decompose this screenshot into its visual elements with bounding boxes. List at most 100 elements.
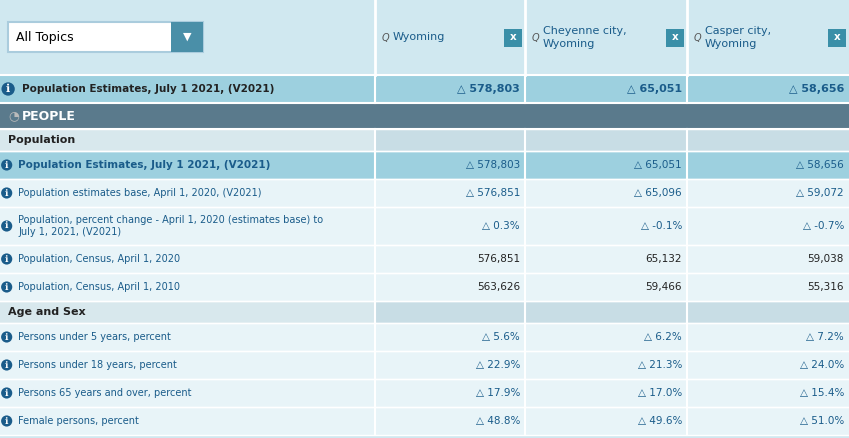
- Bar: [687, 407, 849, 435]
- Bar: [375, 301, 525, 323]
- Text: △ 65,096: △ 65,096: [634, 188, 682, 198]
- Bar: [525, 75, 687, 103]
- Text: x: x: [834, 32, 841, 42]
- Text: Q: Q: [694, 32, 701, 42]
- Text: △ -0.1%: △ -0.1%: [641, 221, 682, 231]
- Bar: [525, 0, 687, 75]
- Text: Casper city,
Wyoming: Casper city, Wyoming: [705, 26, 771, 49]
- Text: 55,316: 55,316: [807, 282, 844, 292]
- Text: Q: Q: [532, 32, 540, 42]
- Text: △ 7.2%: △ 7.2%: [807, 332, 844, 342]
- Bar: [687, 379, 849, 407]
- Bar: [525, 245, 687, 273]
- Bar: [525, 351, 687, 379]
- Bar: [687, 273, 849, 301]
- Bar: [0, 0, 849, 75]
- Bar: [687, 323, 849, 351]
- Text: Age and Sex: Age and Sex: [8, 307, 86, 317]
- Bar: [0, 379, 375, 407]
- Text: ℹ: ℹ: [5, 222, 8, 230]
- Text: x: x: [509, 32, 516, 42]
- Bar: [687, 207, 849, 245]
- Bar: [525, 379, 687, 407]
- Text: △ 576,851: △ 576,851: [465, 188, 520, 198]
- Text: ℹ: ℹ: [5, 360, 8, 370]
- Text: ◔: ◔: [8, 110, 19, 123]
- Text: △ 17.0%: △ 17.0%: [638, 388, 682, 398]
- Text: △ 5.6%: △ 5.6%: [482, 332, 520, 342]
- Text: PEOPLE: PEOPLE: [22, 110, 76, 123]
- Bar: [0, 207, 375, 245]
- Text: ℹ: ℹ: [5, 332, 8, 342]
- Text: Population, percent change - April 1, 2020 (estimates base) to
July 1, 2021, (V2: Population, percent change - April 1, 20…: [18, 215, 323, 237]
- Bar: [504, 28, 522, 46]
- Text: △ 48.8%: △ 48.8%: [475, 416, 520, 426]
- Bar: [375, 273, 525, 301]
- Bar: [0, 103, 849, 129]
- Bar: [687, 245, 849, 273]
- Text: △ 51.0%: △ 51.0%: [800, 416, 844, 426]
- Text: △ 6.2%: △ 6.2%: [644, 332, 682, 342]
- Bar: [375, 151, 525, 179]
- Bar: [375, 0, 525, 75]
- Bar: [687, 0, 849, 75]
- Text: x: x: [672, 32, 678, 42]
- Text: △ 65,051: △ 65,051: [627, 84, 682, 94]
- Bar: [525, 129, 687, 151]
- Bar: [0, 151, 375, 179]
- Bar: [0, 301, 375, 323]
- Bar: [687, 179, 849, 207]
- Text: Population Estimates, July 1 2021, (V2021): Population Estimates, July 1 2021, (V202…: [18, 160, 270, 170]
- Text: Population Estimates, July 1 2021, (V2021): Population Estimates, July 1 2021, (V202…: [22, 84, 274, 94]
- Text: Wyoming: Wyoming: [393, 32, 446, 42]
- Text: 59,038: 59,038: [807, 254, 844, 264]
- Text: Female persons, percent: Female persons, percent: [18, 416, 139, 426]
- Text: △ 578,803: △ 578,803: [458, 84, 520, 94]
- Text: 576,851: 576,851: [477, 254, 520, 264]
- Bar: [525, 301, 687, 323]
- Text: 65,132: 65,132: [645, 254, 682, 264]
- Text: ℹ: ℹ: [6, 84, 10, 94]
- Text: ℹ: ℹ: [5, 254, 8, 264]
- Text: ▼: ▼: [183, 32, 191, 42]
- Bar: [687, 351, 849, 379]
- Text: △ 0.3%: △ 0.3%: [482, 221, 520, 231]
- Bar: [0, 323, 375, 351]
- Text: △ 578,803: △ 578,803: [466, 160, 520, 170]
- Bar: [687, 151, 849, 179]
- Text: △ 24.0%: △ 24.0%: [800, 360, 844, 370]
- Bar: [666, 28, 684, 46]
- Text: △ 15.4%: △ 15.4%: [800, 388, 844, 398]
- Text: Q: Q: [382, 32, 390, 42]
- Text: Population, Census, April 1, 2020: Population, Census, April 1, 2020: [18, 254, 180, 264]
- Bar: [525, 273, 687, 301]
- Bar: [375, 407, 525, 435]
- Bar: [375, 207, 525, 245]
- Text: △ 17.9%: △ 17.9%: [475, 388, 520, 398]
- Bar: [0, 351, 375, 379]
- Text: Population, Census, April 1, 2010: Population, Census, April 1, 2010: [18, 282, 180, 292]
- Bar: [525, 207, 687, 245]
- Bar: [0, 245, 375, 273]
- Text: 563,626: 563,626: [477, 282, 520, 292]
- Bar: [525, 323, 687, 351]
- Text: ℹ: ℹ: [5, 283, 8, 292]
- Text: △ 58,656: △ 58,656: [796, 160, 844, 170]
- Text: △ 58,656: △ 58,656: [789, 84, 844, 94]
- Bar: [375, 75, 525, 103]
- Text: △ -0.7%: △ -0.7%: [802, 221, 844, 231]
- Bar: [687, 301, 849, 323]
- Text: Persons under 18 years, percent: Persons under 18 years, percent: [18, 360, 177, 370]
- Text: △ 21.3%: △ 21.3%: [638, 360, 682, 370]
- Bar: [687, 75, 849, 103]
- Bar: [828, 28, 846, 46]
- Text: △ 22.9%: △ 22.9%: [475, 360, 520, 370]
- Bar: [0, 273, 375, 301]
- Text: Population estimates base, April 1, 2020, (V2021): Population estimates base, April 1, 2020…: [18, 188, 261, 198]
- Text: △ 65,051: △ 65,051: [634, 160, 682, 170]
- Text: All Topics: All Topics: [16, 31, 74, 43]
- Bar: [0, 179, 375, 207]
- Bar: [8, 22, 203, 52]
- Text: 59,466: 59,466: [645, 282, 682, 292]
- Bar: [525, 407, 687, 435]
